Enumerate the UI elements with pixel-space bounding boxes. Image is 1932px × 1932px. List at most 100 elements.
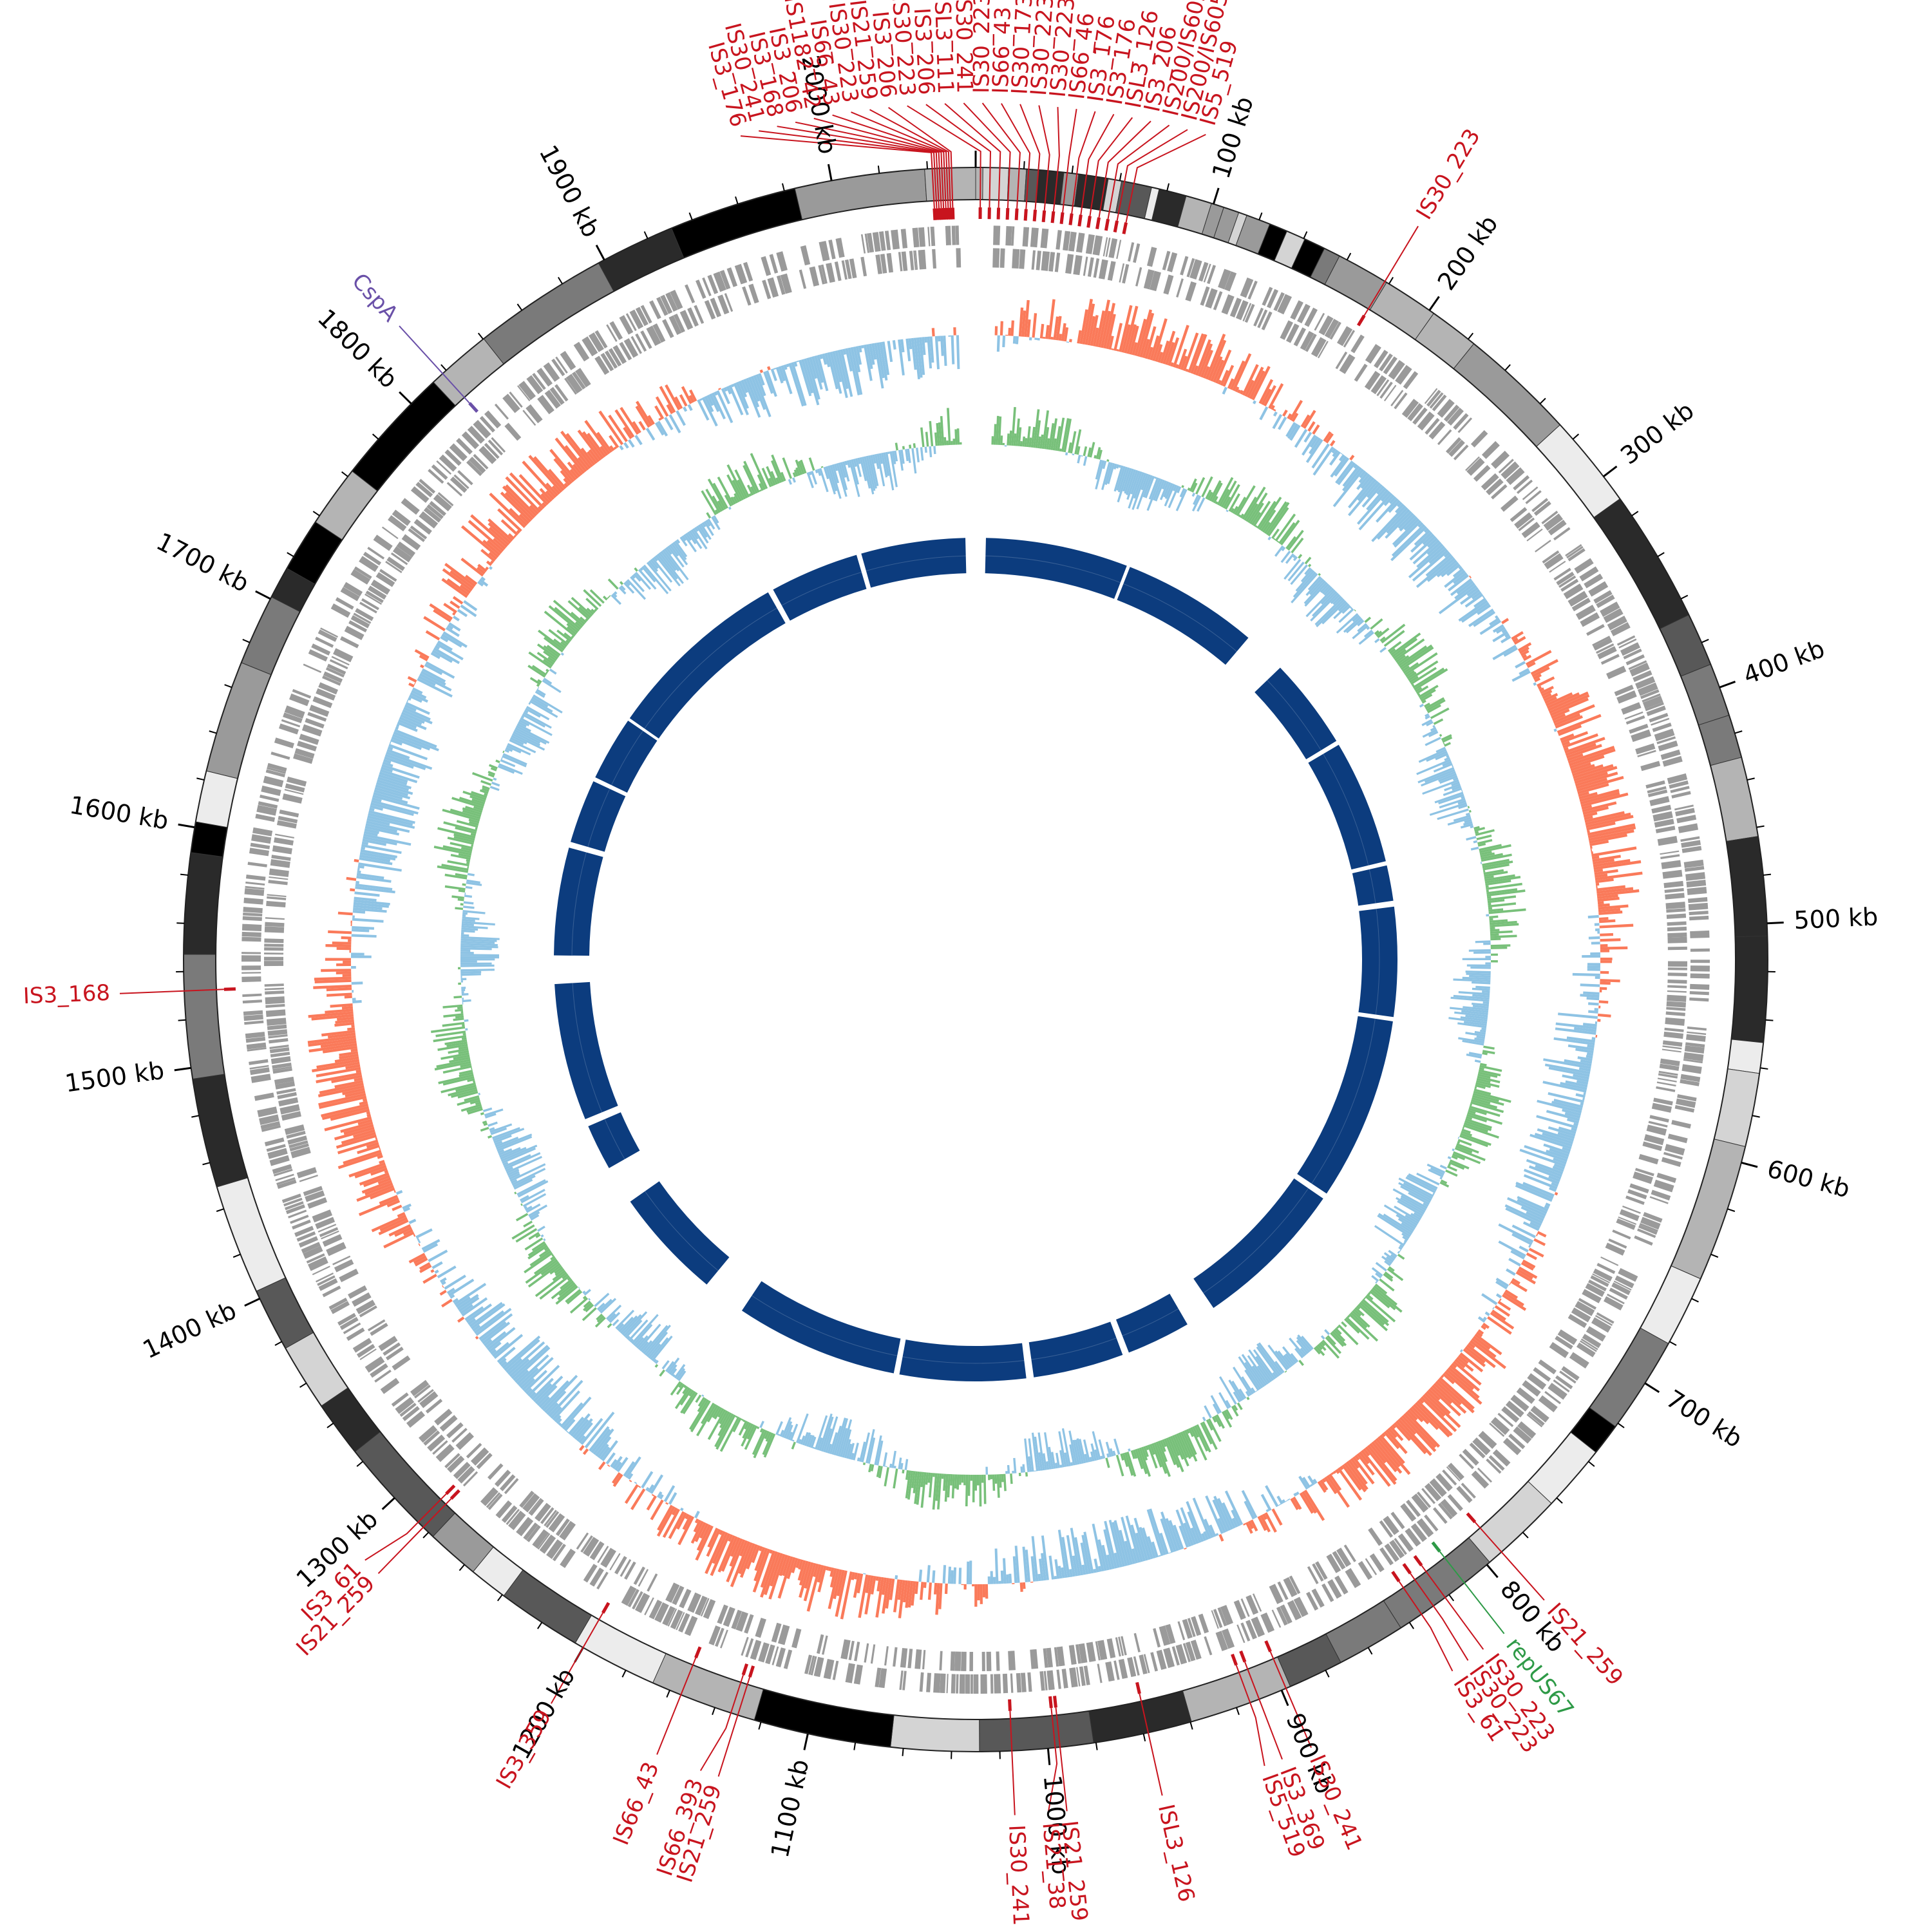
gene-block <box>1277 1581 1289 1600</box>
wave-bar <box>419 1262 431 1271</box>
minor-tick <box>232 1253 241 1258</box>
gene-block <box>305 718 325 729</box>
gene-block <box>250 1067 270 1075</box>
wave-bar <box>1105 1457 1110 1468</box>
minor-tick <box>1468 332 1474 340</box>
gene-block <box>638 1569 649 1587</box>
wave-bar <box>449 1056 471 1063</box>
gene-block <box>461 431 480 450</box>
gene-block <box>926 1672 931 1692</box>
wave-bar <box>840 462 847 478</box>
wave-bar <box>518 719 530 726</box>
wave-bar <box>490 767 497 772</box>
gene-block <box>242 952 261 954</box>
wave-bar <box>1208 339 1227 381</box>
wave-bar <box>696 526 709 544</box>
wave-bar <box>1217 1498 1234 1530</box>
wave-bar <box>1479 1067 1484 1071</box>
gene-block <box>1217 1607 1227 1627</box>
wave-bar <box>598 1298 612 1312</box>
wave-bar <box>1024 438 1028 447</box>
wave-bar <box>905 1580 911 1608</box>
gene-block <box>776 251 788 272</box>
gene-block <box>1605 1242 1625 1256</box>
gene-block <box>1383 384 1397 402</box>
wave-bar <box>461 991 464 994</box>
wave-bar <box>1490 927 1495 930</box>
gene-block <box>635 333 647 352</box>
wave-bar <box>1481 853 1503 860</box>
wave-bar <box>771 460 782 484</box>
wave-bar <box>756 1426 760 1430</box>
gene-block <box>708 1625 721 1645</box>
wave-bar <box>1072 1555 1079 1577</box>
gene-block <box>884 231 891 251</box>
gene-block <box>355 1300 376 1314</box>
wave-bar <box>1576 777 1607 790</box>
gene-block <box>340 587 360 601</box>
wave-bar <box>1039 323 1045 339</box>
wave-bar <box>853 1573 861 1598</box>
wave-bar <box>1294 428 1308 448</box>
wave-bar <box>1598 1000 1609 1004</box>
minor-tick <box>1539 397 1546 404</box>
wave-bar <box>648 1343 661 1359</box>
is-marker <box>1356 314 1366 327</box>
gene-block <box>1513 475 1530 491</box>
wave-bar <box>351 929 370 933</box>
gene-block <box>292 688 312 699</box>
wave-bar <box>1341 1464 1362 1491</box>
wave-bar <box>1295 1492 1300 1495</box>
wave-bar <box>1170 1435 1180 1456</box>
wave-bar <box>458 967 461 970</box>
gene-block <box>772 1646 779 1665</box>
is-marker <box>1135 1681 1141 1694</box>
gene-block <box>954 1651 961 1671</box>
wave-bar <box>480 576 486 582</box>
gene-block <box>444 1453 460 1468</box>
wave-bar <box>1190 1426 1208 1461</box>
gene-block <box>1526 1414 1543 1428</box>
wave-bar <box>336 947 352 951</box>
wave-bar <box>1600 944 1608 947</box>
wave-bar <box>1361 484 1383 508</box>
wave-bar <box>1551 1182 1558 1188</box>
gene-block <box>1646 705 1666 716</box>
gene-block <box>1683 1052 1704 1062</box>
wave-bar <box>625 1320 643 1339</box>
wave-bar <box>356 875 392 883</box>
wave-bar <box>641 565 656 583</box>
wave-bar <box>1316 1344 1323 1350</box>
wave-bar <box>1440 1179 1448 1184</box>
gene-block <box>435 1444 455 1463</box>
gene-block <box>1566 545 1584 559</box>
wave-bar <box>515 725 550 744</box>
wave-bar <box>408 682 415 688</box>
gene-block <box>1311 1588 1325 1608</box>
wave-bar <box>1166 1437 1180 1468</box>
wave-bar <box>1358 471 1368 484</box>
gene-block <box>367 546 385 560</box>
wave-bar <box>876 342 885 379</box>
wave-bar <box>825 466 836 495</box>
wave-bar <box>1410 1213 1421 1220</box>
wave-bar <box>493 1134 512 1144</box>
gene-block <box>900 1647 908 1668</box>
wave-bar <box>1145 1445 1149 1451</box>
wave-bar <box>753 1430 768 1459</box>
wave-bar <box>1520 1206 1546 1219</box>
wave-bar <box>992 1474 996 1491</box>
wave-bar <box>1013 1457 1017 1473</box>
wave-bar <box>459 1069 473 1075</box>
wave-bar <box>585 598 599 611</box>
wave-bar <box>620 406 639 435</box>
wave-bar <box>1490 929 1500 932</box>
wave-bar <box>464 1019 469 1022</box>
wave-bar <box>762 1432 774 1455</box>
wave-bar <box>326 987 352 992</box>
wave-bar <box>902 446 905 450</box>
wave-bar <box>1486 882 1522 890</box>
wave-bar <box>1348 477 1375 509</box>
wave-bar <box>1487 895 1517 901</box>
wave-bar <box>1457 1354 1469 1365</box>
